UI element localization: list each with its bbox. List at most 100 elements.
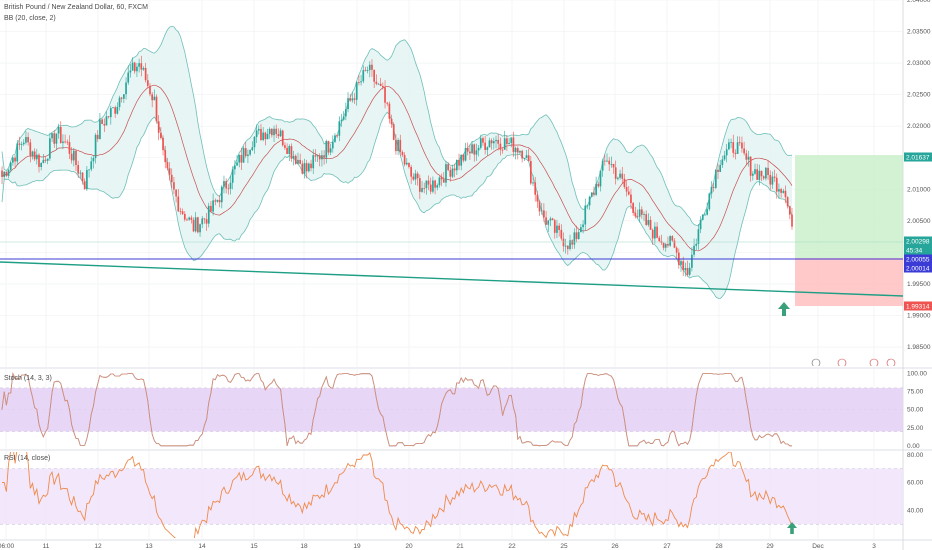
take-profit-zone[interactable] — [795, 155, 903, 258]
up-arrow-icon[interactable] — [787, 522, 797, 534]
candle-body — [25, 137, 27, 143]
candle-body — [160, 132, 162, 138]
candle-body — [547, 220, 550, 225]
candle-body — [225, 181, 228, 189]
candle-body — [353, 98, 356, 100]
candle-body — [730, 142, 732, 143]
candle-body — [538, 201, 541, 212]
stop-loss-zone[interactable] — [795, 258, 903, 306]
candle-body — [133, 62, 136, 72]
candle-body — [146, 80, 149, 86]
candle-body — [603, 160, 606, 162]
candle-body — [157, 121, 160, 133]
up-arrow-icon[interactable] — [778, 302, 790, 316]
candle-body — [321, 155, 323, 160]
candle-body — [340, 119, 343, 122]
candle-body — [262, 132, 265, 141]
candle-body — [477, 147, 480, 151]
candle-body — [760, 170, 763, 177]
bb-legend: BB (20, close, 2) — [4, 15, 56, 22]
candle-body — [129, 70, 132, 73]
candle-body — [630, 194, 632, 204]
candle-body — [434, 180, 436, 188]
candle-body — [543, 210, 545, 218]
stoch-legend: Stoch (14, 3, 3) — [4, 375, 52, 382]
candle-body — [103, 124, 106, 126]
candle-body — [249, 150, 251, 155]
x-tick-label: 3 — [872, 543, 876, 550]
candle-body — [634, 212, 637, 217]
candle-body — [386, 102, 389, 104]
stoch-tick-label: 100.00 — [907, 371, 927, 378]
candle-body — [64, 141, 66, 143]
candle-body — [714, 169, 717, 188]
event-icon[interactable] — [886, 358, 896, 367]
candle-body — [773, 176, 776, 178]
candle-body — [368, 64, 371, 71]
candle-body — [57, 126, 60, 134]
candle-body — [675, 247, 678, 253]
price-tag-label: 45:34 — [906, 247, 923, 254]
candle-body — [244, 148, 247, 157]
x-tick-label: 20 — [405, 543, 413, 550]
candle-body — [688, 267, 691, 275]
candle-body — [512, 137, 515, 153]
candle-body — [636, 216, 639, 218]
candle-body — [212, 200, 214, 212]
x-tick-label: 29 — [766, 543, 774, 550]
candle-body — [325, 140, 328, 158]
candle-body — [162, 137, 164, 151]
candle-body — [379, 83, 382, 86]
candle-body — [303, 163, 306, 174]
candle-body — [255, 130, 258, 137]
rsi-tick-label: 80.00 — [907, 452, 924, 459]
candle-body — [355, 82, 358, 100]
candle-body — [118, 97, 121, 107]
event-icon[interactable] — [811, 358, 821, 367]
candle-body — [486, 147, 489, 150]
candle-body — [360, 81, 362, 83]
x-tick-label: 25 — [560, 543, 568, 550]
event-icon[interactable] — [869, 358, 879, 367]
candle-body — [617, 177, 619, 179]
candle-body — [168, 168, 171, 175]
candle-body — [260, 128, 262, 141]
candle-body — [194, 217, 197, 232]
candle-body — [86, 170, 88, 190]
rsi-legend: RSI (14, close) — [4, 455, 50, 462]
candle-body — [784, 190, 787, 198]
candle-body — [717, 169, 719, 172]
candle-body — [599, 170, 602, 187]
stoch-tick-label: 50.00 — [907, 407, 924, 414]
candle-body — [170, 174, 173, 183]
candle-body — [736, 142, 739, 154]
candle-body — [719, 165, 722, 172]
candle-body — [112, 107, 114, 109]
x-tick-label: 18 — [300, 543, 308, 550]
event-icons[interactable] — [811, 358, 896, 367]
candle-body — [654, 226, 656, 239]
candle-body — [40, 163, 43, 167]
event-icon[interactable] — [837, 358, 847, 367]
candle-body — [138, 63, 140, 67]
candle-body — [373, 69, 375, 82]
candle-body — [458, 160, 460, 166]
candle-body — [207, 205, 210, 224]
bollinger-middle-band — [1, 84, 793, 252]
candle-body — [577, 232, 580, 240]
candle-body — [549, 218, 552, 221]
trend-line[interactable] — [0, 261, 903, 297]
candle-body — [791, 214, 793, 227]
candle-body — [220, 186, 223, 203]
candle-body — [749, 156, 752, 176]
candle-body — [175, 189, 177, 197]
price-tick-label: 2.00500 — [907, 218, 931, 225]
candle-body — [445, 164, 447, 183]
candle-body — [371, 64, 373, 70]
candle-body — [788, 206, 791, 215]
candle-body — [312, 155, 315, 169]
candle-body — [392, 124, 395, 140]
candle-body — [318, 155, 321, 160]
candle-body — [516, 148, 519, 153]
